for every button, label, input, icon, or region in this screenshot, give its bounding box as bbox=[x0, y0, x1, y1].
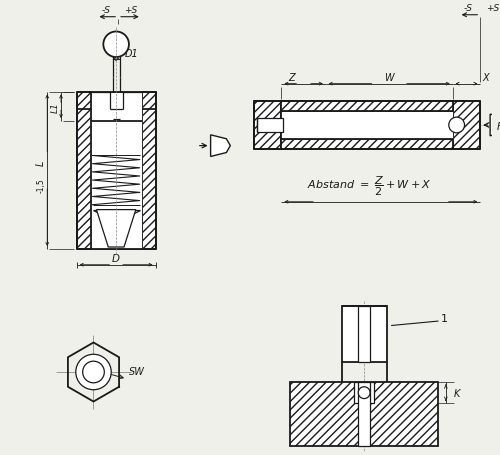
Text: W: W bbox=[384, 73, 394, 82]
Circle shape bbox=[82, 361, 104, 383]
Bar bbox=[358, 306, 370, 362]
Text: 1: 1 bbox=[440, 313, 448, 323]
Text: -S: -S bbox=[464, 5, 473, 13]
Text: D: D bbox=[112, 253, 120, 263]
Text: Z: Z bbox=[288, 73, 294, 82]
Text: F: F bbox=[497, 121, 500, 131]
Text: X: X bbox=[483, 73, 490, 82]
Text: $\mathit{Abstand}\ =\ \dfrac{Z}{2}+W+X$: $\mathit{Abstand}\ =\ \dfrac{Z}{2}+W+X$ bbox=[307, 174, 432, 197]
Text: +S: +S bbox=[486, 5, 500, 13]
Bar bbox=[142, 92, 156, 249]
Text: +S: +S bbox=[124, 6, 138, 15]
Circle shape bbox=[358, 387, 370, 399]
Bar bbox=[290, 382, 438, 446]
Text: L: L bbox=[36, 160, 46, 166]
Polygon shape bbox=[92, 210, 116, 222]
Bar bbox=[452, 102, 480, 149]
Text: K: K bbox=[454, 388, 460, 398]
Bar bbox=[257, 119, 283, 132]
Text: -S: -S bbox=[102, 6, 111, 15]
Bar bbox=[90, 92, 142, 249]
Text: SW: SW bbox=[129, 366, 144, 376]
Text: D1: D1 bbox=[125, 49, 139, 59]
Bar bbox=[282, 112, 452, 139]
Polygon shape bbox=[116, 210, 140, 222]
Bar bbox=[77, 92, 90, 249]
Circle shape bbox=[449, 118, 464, 134]
Polygon shape bbox=[210, 136, 231, 157]
Bar bbox=[354, 382, 374, 404]
Bar bbox=[342, 306, 387, 362]
Circle shape bbox=[104, 32, 129, 58]
Circle shape bbox=[76, 354, 111, 390]
Polygon shape bbox=[96, 210, 136, 248]
Text: -1,5: -1,5 bbox=[37, 178, 46, 193]
Bar bbox=[254, 102, 281, 149]
Bar bbox=[282, 102, 452, 149]
Text: L1: L1 bbox=[50, 101, 59, 112]
Polygon shape bbox=[490, 115, 500, 136]
Bar bbox=[358, 382, 370, 446]
Text: F: F bbox=[218, 142, 224, 152]
